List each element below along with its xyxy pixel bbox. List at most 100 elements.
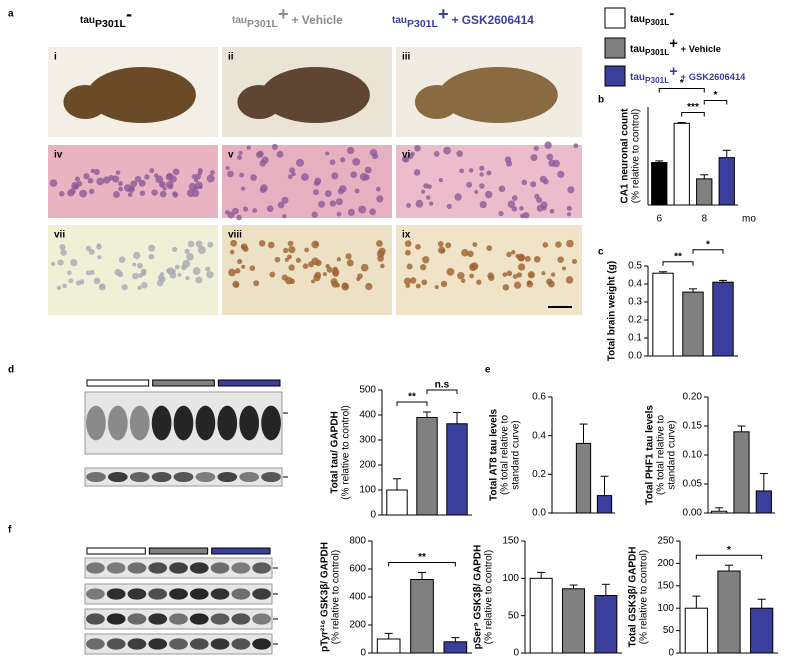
cell [193,177,199,183]
mouse-head [237,85,282,119]
significance-bracket [396,401,428,406]
bar [718,157,735,206]
cell [468,168,474,173]
label-suffix: + GSK2606414 [681,72,746,82]
y-axis-label: CA1 neuronal count [620,108,631,204]
cell [516,272,523,278]
cell [527,281,532,286]
cell [304,247,309,253]
cell [421,279,428,286]
blot-band [148,588,168,600]
y-axis-label: (% relative to control) [631,109,642,203]
label-sub: P301L [95,18,127,30]
y-axis-label: (% relative to control) [331,550,342,644]
cell [250,174,257,181]
cell [409,277,417,284]
bar [733,431,750,514]
lane-group-bar [211,547,271,555]
cell [425,195,431,200]
cell [162,186,167,191]
cell [573,143,579,149]
cell [446,203,452,209]
cell [97,255,102,260]
cell [118,186,124,192]
cell [187,240,195,248]
significance-bracket [388,562,456,567]
cell [335,282,340,288]
y-tick-label: 50 [663,625,675,636]
panel-letter: f [8,525,12,536]
cell [336,211,342,217]
cell [238,150,243,155]
x-tick-label: 6 [656,214,662,225]
cell [159,182,165,188]
cell [376,240,383,247]
blot-band [107,471,128,483]
cell [519,206,524,211]
image-panel [396,225,582,315]
y-tick-label: 0.05 [683,479,703,490]
x-tick-label: 8 [701,214,707,225]
significance-bracket [662,261,694,266]
y-tick-label: 0.20 [683,392,703,403]
bar [575,442,592,514]
cell [517,263,526,271]
label-base: tau [630,72,645,83]
cell [172,168,180,176]
cell [469,263,477,272]
y-tick-label: 0.0 [532,508,546,519]
y-tick-label: 0.5 [628,261,642,272]
group-label: tauP301L+ + GSK2606414 [392,4,534,30]
cell [205,266,211,272]
lane-group-bar [86,379,150,387]
blot-band [261,405,281,441]
blot-band [239,405,260,441]
blot-band [106,613,126,625]
cell [428,201,434,206]
cell [195,276,203,284]
cell [240,186,246,191]
panel-letter: a [8,9,14,20]
label-base: tau [392,15,407,26]
cell [376,195,384,203]
cell [93,168,100,176]
blot-band [148,613,168,625]
cell [512,273,518,280]
blot-band [129,471,150,483]
cell [461,249,469,257]
label-suffix: + GSK2606414 [452,13,535,27]
cell [174,264,180,270]
cell [232,207,239,215]
blot-band [106,562,126,574]
bar [376,638,401,654]
cell [153,173,159,178]
cell [358,205,367,214]
image-label: iii [402,52,411,63]
y-tick-label: 0.10 [683,450,703,461]
cell [443,146,451,155]
y-tick-label: 400 [359,410,376,421]
y-tick-label: 0.2 [532,469,546,480]
image-label: vi [402,150,411,161]
cell [144,174,150,180]
panel-letter: e [485,365,491,376]
cell [539,175,547,183]
cell [74,176,81,182]
blot-band [217,471,238,483]
blot-band [106,588,126,600]
bar [651,162,668,206]
cell [88,188,95,195]
group-label: tauP301L- [630,6,674,27]
cell [57,259,64,266]
image-label: viii [228,230,242,241]
cell [571,258,577,265]
blot-band [86,638,105,650]
blot-band [189,588,209,600]
cell [434,285,439,290]
cell [172,246,178,252]
cell [133,251,141,260]
cell [420,189,426,194]
bar [673,122,690,206]
cell [186,253,194,261]
